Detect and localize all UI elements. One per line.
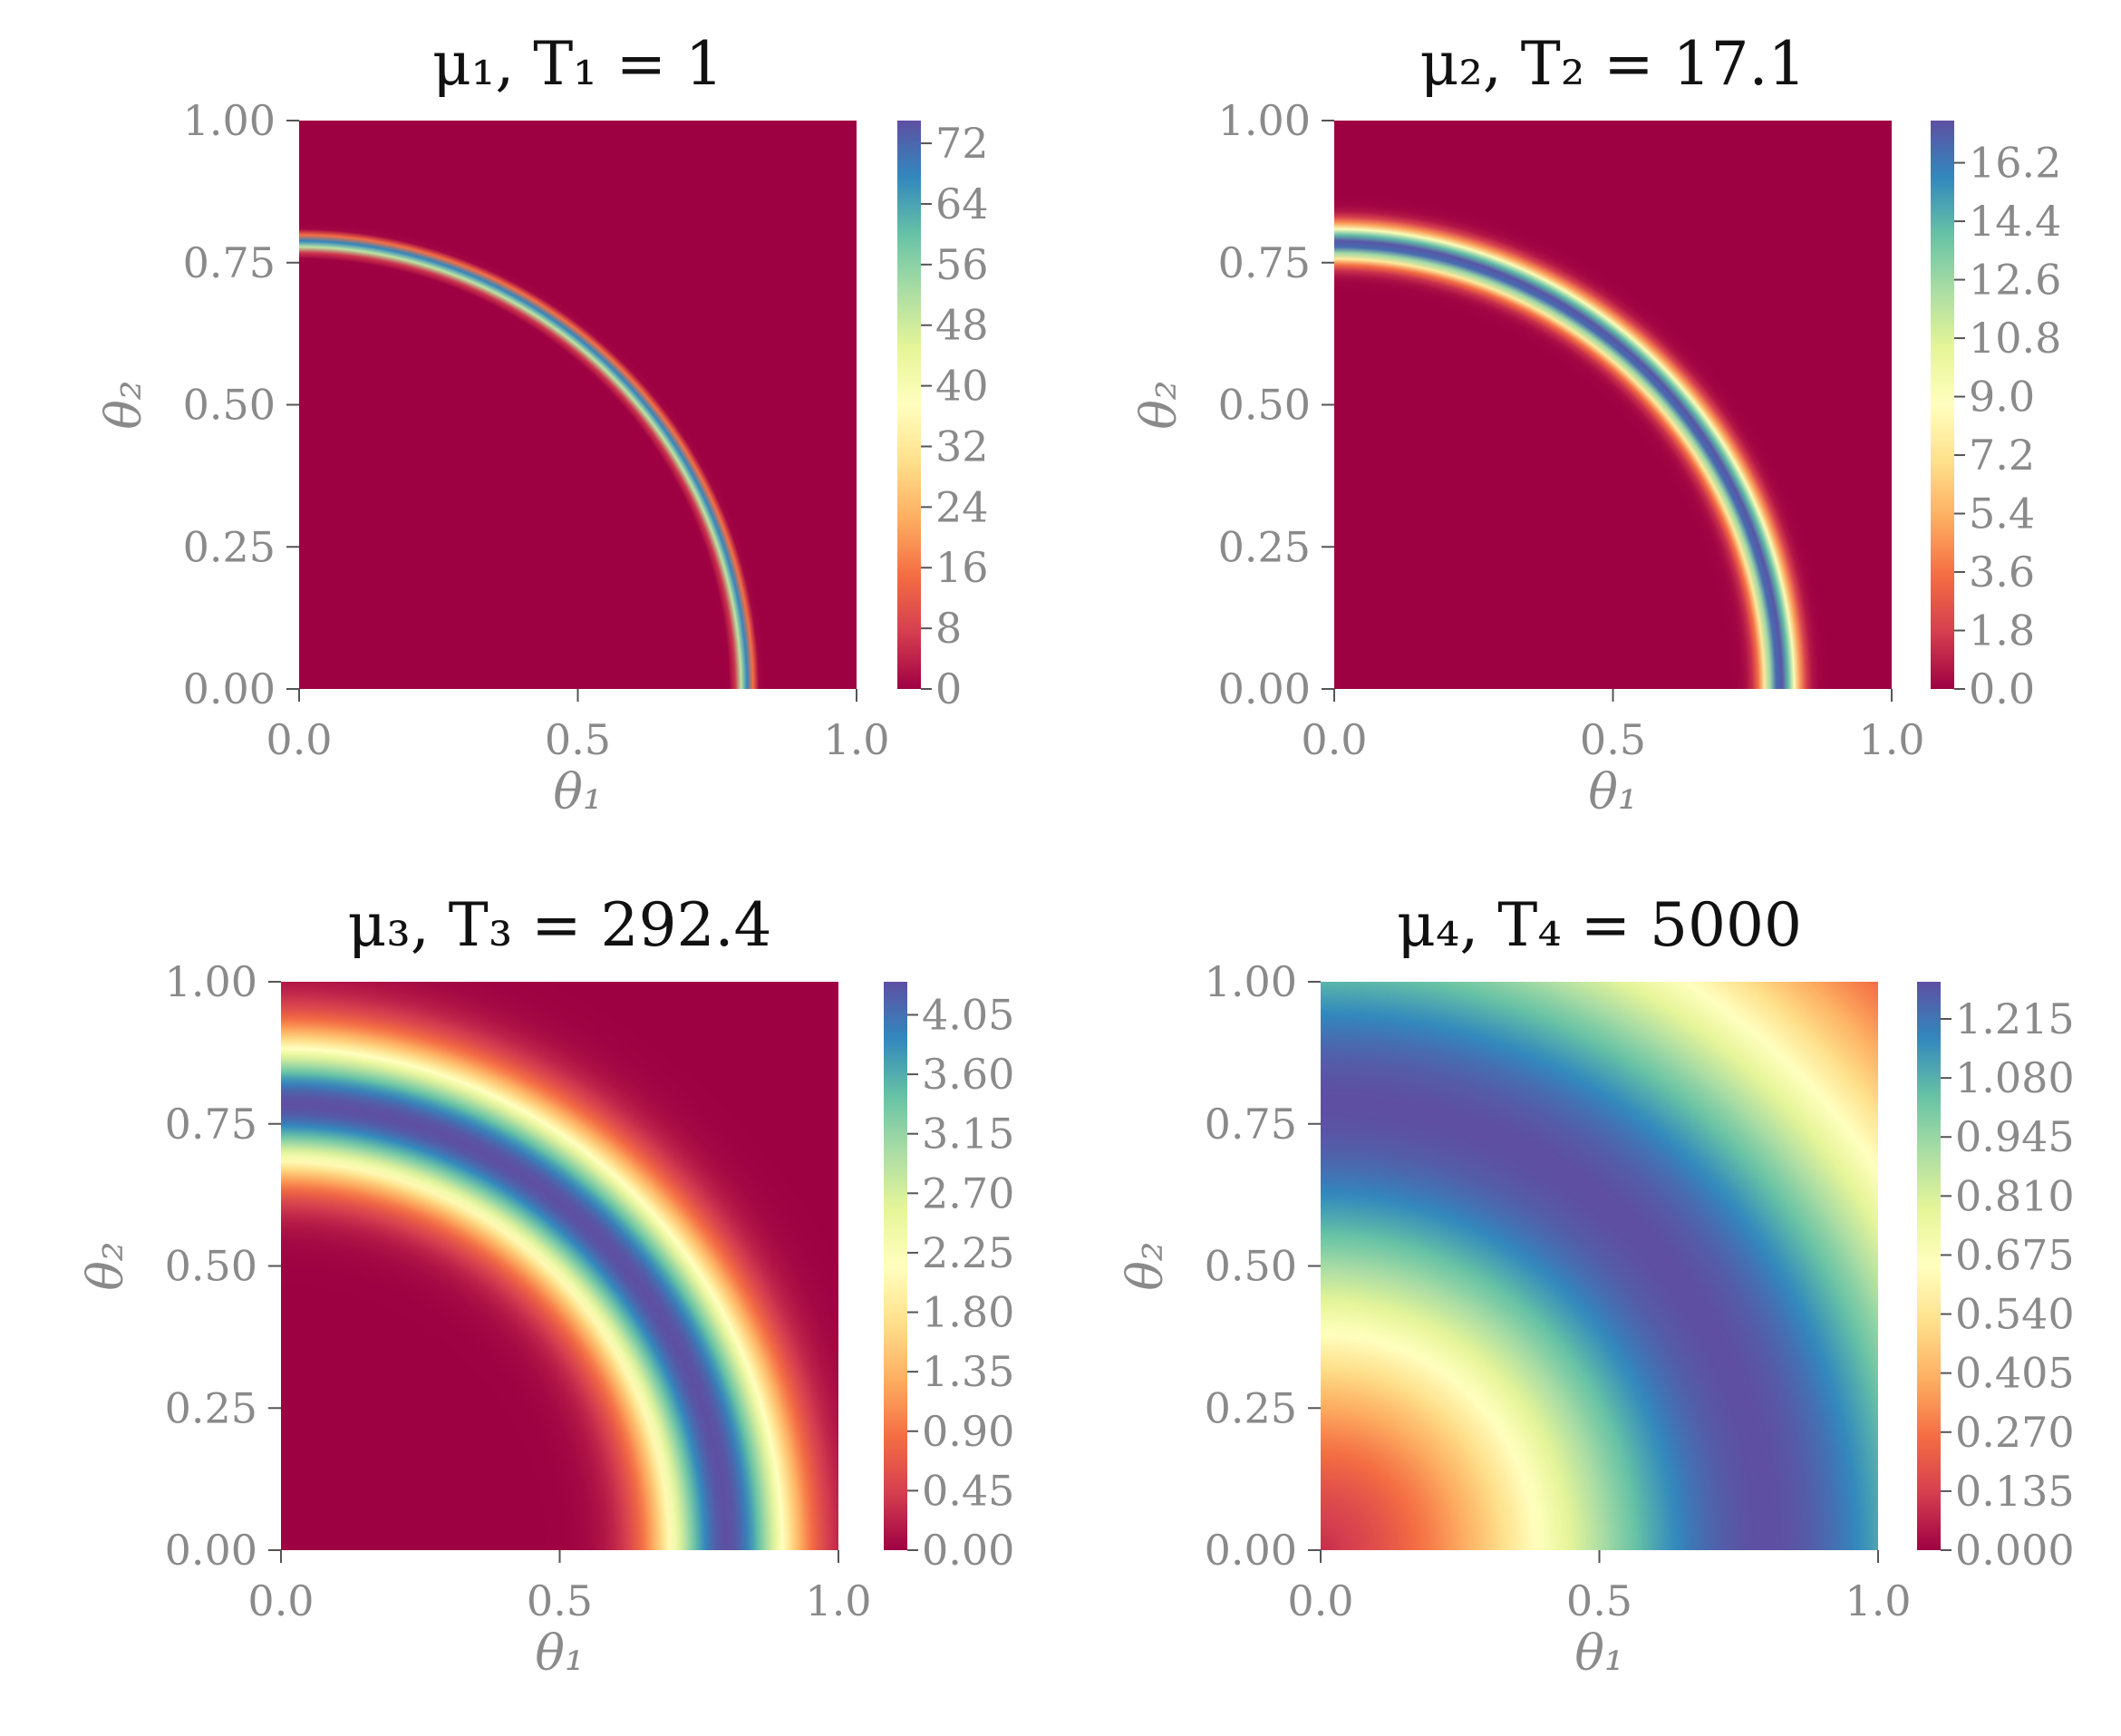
y-tick-label: 0.25 xyxy=(183,522,276,571)
colorbar-tick-label: 7.2 xyxy=(1969,431,2035,480)
colorbar xyxy=(897,121,921,689)
x-tick-label: 1.0 xyxy=(823,715,889,764)
x-tick-label: 0.0 xyxy=(247,1576,314,1625)
colorbar-tick-label: 3.15 xyxy=(922,1110,1014,1159)
x-axis-label: θ₁ xyxy=(535,1624,584,1682)
y-tick-label: 0.00 xyxy=(183,664,276,713)
y-tick-label: 1.00 xyxy=(1205,957,1297,1006)
x-tick-label: 0.5 xyxy=(1566,1576,1632,1625)
colorbar-tick-label: 0.270 xyxy=(1955,1408,2075,1457)
y-tick-label: 0.75 xyxy=(183,238,276,287)
y-tick-label: 0.50 xyxy=(1205,1242,1297,1291)
subplot-3: μ₃, T₃ = 292.4 0.0 0.5 1.0 0.00 0.25 0.50 0.75 1… xyxy=(77,890,1014,1682)
y-tick-label: 1.00 xyxy=(1218,96,1311,145)
colorbar-tick-label: 1.080 xyxy=(1955,1053,2075,1102)
y-tick-label: 0.25 xyxy=(1205,1383,1297,1432)
colorbar-tick-label: 0.90 xyxy=(922,1407,1014,1456)
y-tick-label: 0.75 xyxy=(165,1100,257,1149)
colorbar-tick-label: 40 xyxy=(935,362,989,411)
x-tick-label: 1.0 xyxy=(805,1576,871,1625)
colorbar xyxy=(1917,982,1941,1550)
colorbar-tick-label: 10.8 xyxy=(1969,314,2061,363)
x-axis-label: θ₁ xyxy=(1588,763,1637,820)
y-tick-label: 1.00 xyxy=(165,957,257,1006)
colorbar-tick-label: 0 xyxy=(935,664,962,713)
colorbar-tick-label: 1.8 xyxy=(1969,606,2035,655)
y-tick-label: 0.50 xyxy=(183,381,276,430)
subplot-2: μ₂, T₂ = 17.1 0.0 0.5 1.0 0.00 0.25 0.50 0.75 1.… xyxy=(1130,29,2061,820)
colorbar-tick-label: 16 xyxy=(935,543,989,592)
y-tick-label: 0.25 xyxy=(1218,522,1311,571)
y-tick-label: 0.00 xyxy=(1205,1526,1297,1575)
subplot-title: μ₄, T₄ = 5000 xyxy=(1397,890,1802,960)
y-axis-label: θ₂ xyxy=(1117,1241,1174,1290)
colorbar-tick-label: 0.00 xyxy=(922,1526,1014,1575)
heatmap xyxy=(281,982,838,1550)
colorbar-tick-label: 0.540 xyxy=(1955,1290,2075,1339)
colorbar-tick-label: 2.70 xyxy=(922,1169,1014,1217)
x-tick-label: 0.5 xyxy=(527,1576,593,1625)
subplot-title: μ₁, T₁ = 1 xyxy=(432,29,723,99)
colorbar-tick-label: 0.405 xyxy=(1955,1349,2075,1398)
colorbar xyxy=(884,982,907,1550)
colorbar-tick-label: 0.0 xyxy=(1969,664,2035,713)
x-axis-label: θ₁ xyxy=(1574,1624,1623,1682)
colorbar-tick-label: 12.6 xyxy=(1969,256,2061,305)
y-tick-label: 1.00 xyxy=(183,96,276,145)
colorbar-tick-label: 3.60 xyxy=(922,1050,1014,1099)
y-axis-label: θ₂ xyxy=(95,380,152,429)
colorbar-tick-label: 2.25 xyxy=(922,1228,1014,1277)
colorbar-tick-label: 5.4 xyxy=(1969,490,2035,538)
x-tick-label: 0.0 xyxy=(1301,715,1367,764)
colorbar-tick-label: 1.35 xyxy=(922,1347,1014,1396)
colorbar-tick-label: 32 xyxy=(935,422,989,470)
y-tick-label: 0.25 xyxy=(165,1383,257,1432)
colorbar-tick-label: 8 xyxy=(935,604,962,653)
colorbar-tick-label: 1.80 xyxy=(922,1288,1014,1337)
colorbar-tick-label: 0.135 xyxy=(1955,1467,2075,1516)
colorbar-tick-label: 0.675 xyxy=(1955,1230,2075,1279)
colorbar-tick-label: 24 xyxy=(935,482,989,531)
heatmap xyxy=(299,121,857,689)
y-axis-label: θ₂ xyxy=(77,1241,134,1290)
colorbar-tick-label: 0.810 xyxy=(1955,1171,2075,1220)
heatmap xyxy=(1334,121,1892,689)
heatmap xyxy=(1321,982,1878,1550)
colorbar-tick-label: 64 xyxy=(935,179,989,228)
colorbar-tick-label: 14.4 xyxy=(1969,197,2061,246)
colorbar-tick-label: 0.45 xyxy=(922,1466,1014,1515)
subplot-title: μ₂, T₂ = 17.1 xyxy=(1419,29,1806,99)
x-tick-label: 0.5 xyxy=(545,715,611,764)
subplot-1: μ₁, T₁ = 1 0.0 0.5 1.0 0.00 0.25 0.50 0.75 1.00 θ… xyxy=(95,29,989,820)
subplot-4: μ₄, T₄ = 5000 0.0 0.5 1.0 0.00 0.25 0.50 0.75 1.… xyxy=(1117,890,2075,1682)
x-tick-label: 0.5 xyxy=(1580,715,1646,764)
colorbar-tick-label: 0.000 xyxy=(1955,1526,2075,1575)
y-tick-label: 0.50 xyxy=(165,1242,257,1291)
colorbar xyxy=(1931,121,1954,689)
colorbar-tick-label: 56 xyxy=(935,240,989,289)
colorbar-tick-label: 3.6 xyxy=(1969,548,2035,596)
y-tick-label: 0.00 xyxy=(165,1526,257,1575)
y-tick-label: 0.75 xyxy=(1205,1100,1297,1149)
x-tick-label: 0.0 xyxy=(266,715,332,764)
y-tick-label: 0.75 xyxy=(1218,238,1311,287)
colorbar-tick-label: 48 xyxy=(935,301,989,350)
colorbar-tick-label: 72 xyxy=(935,119,989,168)
x-axis-label: θ₁ xyxy=(553,763,602,820)
colorbar-tick-label: 4.05 xyxy=(922,990,1014,1039)
x-tick-label: 1.0 xyxy=(1858,715,1924,764)
y-axis-label: θ₂ xyxy=(1130,380,1187,429)
x-tick-label: 1.0 xyxy=(1845,1576,1911,1625)
x-tick-label: 0.0 xyxy=(1287,1576,1353,1625)
colorbar-tick-label: 9.0 xyxy=(1969,373,2035,422)
colorbar-tick-label: 16.2 xyxy=(1969,139,2061,188)
y-tick-label: 0.50 xyxy=(1218,381,1311,430)
y-tick-label: 0.00 xyxy=(1218,664,1311,713)
colorbar-tick-label: 0.945 xyxy=(1955,1112,2075,1161)
subplot-title: μ₃, T₃ = 292.4 xyxy=(348,890,772,960)
colorbar-tick-label: 1.215 xyxy=(1955,994,2075,1043)
